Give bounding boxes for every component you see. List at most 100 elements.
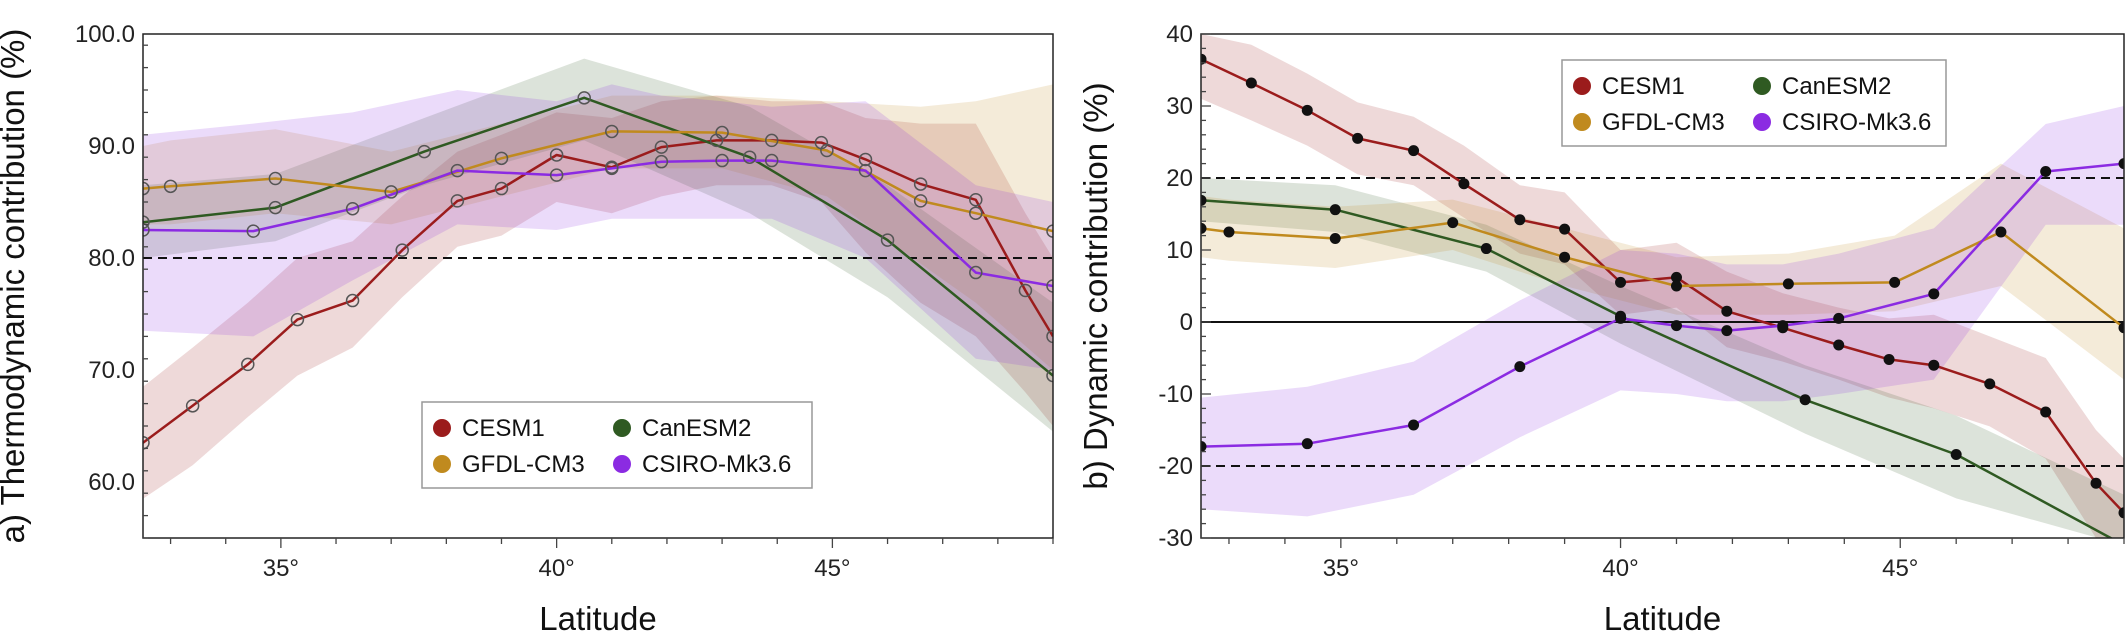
legend-marker-gfdl-cm3 bbox=[1573, 113, 1591, 131]
data-point-gfdl-cm3 bbox=[1782, 278, 1794, 290]
y-tick-label: 40 bbox=[1166, 21, 1193, 48]
data-point-gfdl-cm3 bbox=[1046, 224, 1053, 238]
data-point-cesm1 bbox=[1670, 271, 1682, 283]
data-point-cesm1 bbox=[764, 133, 779, 148]
x-tick-label: 40° bbox=[538, 555, 574, 582]
data-point-gfdl-cm3 bbox=[820, 143, 834, 158]
data-point-csiro-mk3-6 bbox=[969, 265, 983, 280]
y-axis-title: b) Dynamic contribution (%) bbox=[1077, 82, 1114, 489]
plot-frame bbox=[1200, 33, 2125, 539]
data-point-canesm2 bbox=[1950, 448, 1962, 460]
y-tick-label: 0 bbox=[1180, 309, 1193, 336]
data-point-cesm1 bbox=[395, 243, 409, 257]
data-point-csiro-mk3-6 bbox=[1670, 320, 1682, 332]
y-axis-label: Dynamic contribution (%) bbox=[1077, 82, 1114, 451]
panel-label: a) bbox=[0, 505, 31, 543]
data-point-gfdl-cm3 bbox=[605, 124, 619, 139]
data-point-gfdl-cm3 bbox=[1223, 226, 1235, 238]
series-line-gfdl-cm3 bbox=[1201, 221, 2124, 329]
data-point-cesm1 bbox=[1721, 305, 1733, 317]
y-tick-label: 60.0 bbox=[88, 469, 135, 496]
data-point-canesm2 bbox=[1046, 368, 1053, 383]
data-point-canesm2 bbox=[1799, 394, 1811, 406]
data-point-cesm1 bbox=[2090, 477, 2102, 489]
data-point-cesm1 bbox=[1514, 214, 1526, 226]
y-tick-label: 80.0 bbox=[88, 245, 135, 272]
data-point-canesm2 bbox=[2119, 540, 2128, 551]
data-point-csiro-mk3-6 bbox=[715, 153, 729, 168]
legend-marker-canesm2 bbox=[613, 419, 631, 437]
legend-label-cesm1: CESM1 bbox=[1602, 73, 1685, 100]
legend-marker-canesm2 bbox=[1753, 77, 1771, 95]
panel-label: b) bbox=[1077, 451, 1114, 490]
y-tick-label: 20 bbox=[1166, 165, 1193, 192]
data-point-csiro-mk3-6 bbox=[1301, 438, 1313, 450]
legend-label-gfdl-cm3: GFDL-CM3 bbox=[462, 451, 585, 478]
series-line-canesm2 bbox=[143, 96, 1053, 377]
y-axis-title: a) Thermodynamic contribution (%) bbox=[0, 29, 31, 544]
data-point-csiro-mk3-6 bbox=[450, 163, 465, 178]
data-point-cesm1 bbox=[2118, 507, 2124, 519]
data-point-gfdl-cm3 bbox=[268, 171, 283, 186]
data-point-csiro-mk3-6 bbox=[2040, 166, 2052, 178]
legend-label-gfdl-cm3: GFDL-CM3 bbox=[1602, 109, 1725, 136]
y-tick-label: 30 bbox=[1166, 93, 1193, 120]
legend-marker-csiro-mk3-6 bbox=[1753, 113, 1771, 131]
data-point-cesm1 bbox=[241, 357, 255, 372]
data-point-gfdl-cm3 bbox=[913, 194, 928, 208]
data-point-cesm1 bbox=[858, 152, 873, 167]
data-point-gfdl-cm3 bbox=[715, 125, 729, 140]
y-tick-label: -30 bbox=[1158, 525, 1193, 552]
data-point-canesm2 bbox=[1480, 243, 1492, 255]
x-axis-title: Latitude bbox=[539, 600, 656, 636]
data-point-csiro-mk3-6 bbox=[764, 153, 779, 168]
data-point-gfdl-cm3 bbox=[1995, 226, 2007, 238]
data-point-gfdl-cm3 bbox=[1447, 217, 1459, 229]
y-tick-label: 100.0 bbox=[75, 21, 135, 48]
data-point-gfdl-cm3 bbox=[143, 181, 150, 196]
data-point-canesm2 bbox=[417, 144, 432, 159]
data-point-gfdl-cm3 bbox=[1670, 280, 1682, 292]
data-point-gfdl-cm3 bbox=[1329, 232, 1341, 244]
data-point-cesm1 bbox=[290, 312, 305, 327]
data-point-gfdl-cm3 bbox=[1201, 222, 1207, 234]
data-point-gfdl-cm3 bbox=[384, 185, 398, 199]
y-tick-label: -20 bbox=[1158, 453, 1193, 480]
data-point-gfdl-cm3 bbox=[163, 179, 178, 194]
band-canesm2 bbox=[1201, 178, 2124, 538]
data-point-cesm1 bbox=[1018, 283, 1033, 298]
panel-b-dynamic-chart: -30 -20 -10 0 10 20 30 40 35° 40° 45° Latitude b) Dy… bbox=[1077, 21, 2128, 636]
series-line-csiro-mk3-6 bbox=[1201, 162, 2124, 448]
data-point-cesm1 bbox=[1458, 178, 1470, 190]
series-line-gfdl-cm3 bbox=[143, 130, 1053, 233]
data-point-csiro-mk3-6 bbox=[1046, 279, 1053, 293]
data-point-csiro-mk3-6 bbox=[1928, 288, 1940, 300]
x-tick-label: 45° bbox=[814, 555, 850, 582]
data-point-csiro-mk3-6 bbox=[1514, 361, 1526, 373]
data-point-cesm1 bbox=[1408, 145, 1420, 157]
y-tick-label: 10 bbox=[1166, 237, 1193, 264]
data-point-cesm1 bbox=[913, 177, 928, 191]
legend-label-cesm1: CESM1 bbox=[462, 415, 545, 442]
legend-marker-csiro-mk3-6 bbox=[613, 455, 631, 473]
legend-marker-gfdl-cm3 bbox=[433, 455, 451, 473]
data-point-csiro-mk3-6 bbox=[143, 223, 150, 237]
data-point-gfdl-cm3 bbox=[1559, 251, 1571, 263]
plot-area bbox=[1201, 34, 2128, 551]
legend-marker-cesm1 bbox=[1573, 77, 1591, 95]
data-point-cesm1 bbox=[1833, 339, 1845, 351]
x-axis-title: Latitude bbox=[1604, 600, 1721, 636]
legend: CESM1 CanESM2 GFDL-CM3 CSIRO-Mk3.6 bbox=[421, 401, 813, 489]
data-point-canesm2 bbox=[1329, 204, 1341, 216]
data-point-csiro-mk3-6 bbox=[1833, 312, 1845, 324]
legend-label-canesm2: CanESM2 bbox=[642, 415, 751, 442]
data-point-csiro-mk3-6 bbox=[2118, 158, 2124, 170]
data-point-gfdl-cm3 bbox=[494, 151, 509, 166]
data-point-cesm1 bbox=[1559, 223, 1571, 235]
data-point-csiro-mk3-6 bbox=[1408, 419, 1420, 431]
data-point-csiro-mk3-6 bbox=[654, 154, 669, 169]
legend-label-csiro-mk3-6: CSIRO-Mk3.6 bbox=[1782, 109, 1931, 136]
data-point-cesm1 bbox=[1615, 276, 1627, 288]
data-point-cesm1 bbox=[969, 193, 983, 207]
